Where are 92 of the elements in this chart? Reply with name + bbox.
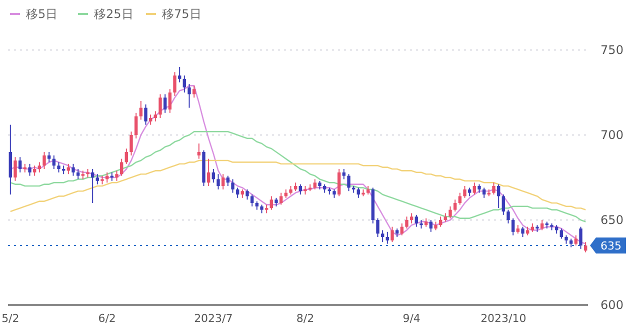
candlestick [453,199,457,212]
y-tick-label: 700 [600,128,624,142]
candlestick [250,194,254,207]
candlestick [458,192,462,206]
candlestick [584,242,588,253]
candlestick [298,184,302,195]
candlestick [206,158,210,186]
candlestick [182,75,186,93]
candlestick [574,234,578,246]
candlestick [154,110,158,122]
candlestick [337,168,341,197]
x-tick-label: 2023/7 [194,312,233,325]
candlestick [236,187,240,198]
candlestick [144,104,148,126]
candlestick [356,187,360,198]
candlestick [57,162,60,173]
line-series [10,85,586,244]
candlestick [380,230,384,243]
candlestick [386,231,390,244]
candlestick [188,84,191,108]
candlestick [472,182,476,195]
line-series [10,160,586,212]
candlestick [52,154,56,170]
candlestick [76,168,80,180]
candlestick [400,222,404,236]
x-tick-label: 2023/10 [480,312,526,325]
candlestick [376,218,380,238]
candlestick [28,163,32,176]
legend-label: 移5日 [26,7,58,21]
y-tick-label: 600 [600,298,624,312]
y-tick-label: 650 [600,213,624,228]
candlestick [72,163,75,176]
x-tick-label: 9/4 [402,312,420,325]
candlestick [14,156,17,182]
x-tick-label: 6/2 [98,312,116,325]
candlestick [506,209,510,224]
candlestick [502,194,506,216]
candlestick [410,212,414,224]
candlestick [270,196,274,210]
candlestick [124,148,128,164]
candlestick [246,188,249,200]
candlestick [163,94,167,114]
candlestick [120,158,124,176]
candlestick [197,143,201,160]
candlestick [148,114,152,126]
candlestick [212,168,216,184]
candlestick [492,182,496,195]
candlestick [168,88,172,114]
candlestick [496,184,500,209]
x-tick-label: 8/2 [296,312,314,325]
candlestick [96,174,100,185]
candlestick [226,175,230,186]
legend-label: 移25日 [94,7,134,21]
candlestick [511,218,515,236]
candlestick [38,162,42,173]
candlestick [90,168,94,204]
candlestick [390,226,394,243]
candlestick [540,220,544,231]
candlestick [448,206,452,219]
y-tick-label: 750 [600,43,624,58]
candlestick [158,94,162,118]
candlestick [438,216,442,228]
candlestick [231,178,234,194]
candlestick [192,85,196,98]
candlestick [560,228,564,240]
candlestick [130,131,133,156]
candlestick [18,156,22,173]
candlestick [139,100,143,120]
line-series [10,130,586,222]
candlestick [414,214,418,228]
candlestick [216,174,220,190]
candlestick [579,226,582,250]
candlestick [173,72,176,96]
candlestick [463,186,466,198]
candlestick [178,66,182,83]
candlestick [482,187,486,198]
candlestick [47,152,51,163]
candlestick [221,174,225,190]
candlestick [521,226,524,238]
candlestick [115,170,118,182]
candlestick [342,168,346,180]
x-tick-label: 5/2 [2,312,20,325]
candlestick [429,220,433,232]
candlestick [347,174,350,192]
candlestick [32,165,36,176]
candlestick [279,192,283,206]
candlestick [313,178,317,190]
candlestick [134,112,138,139]
candlestick [405,216,408,229]
legend-label: 移75日 [162,7,202,21]
ref-line-label: 635 [600,239,622,252]
candlestick [42,152,46,170]
